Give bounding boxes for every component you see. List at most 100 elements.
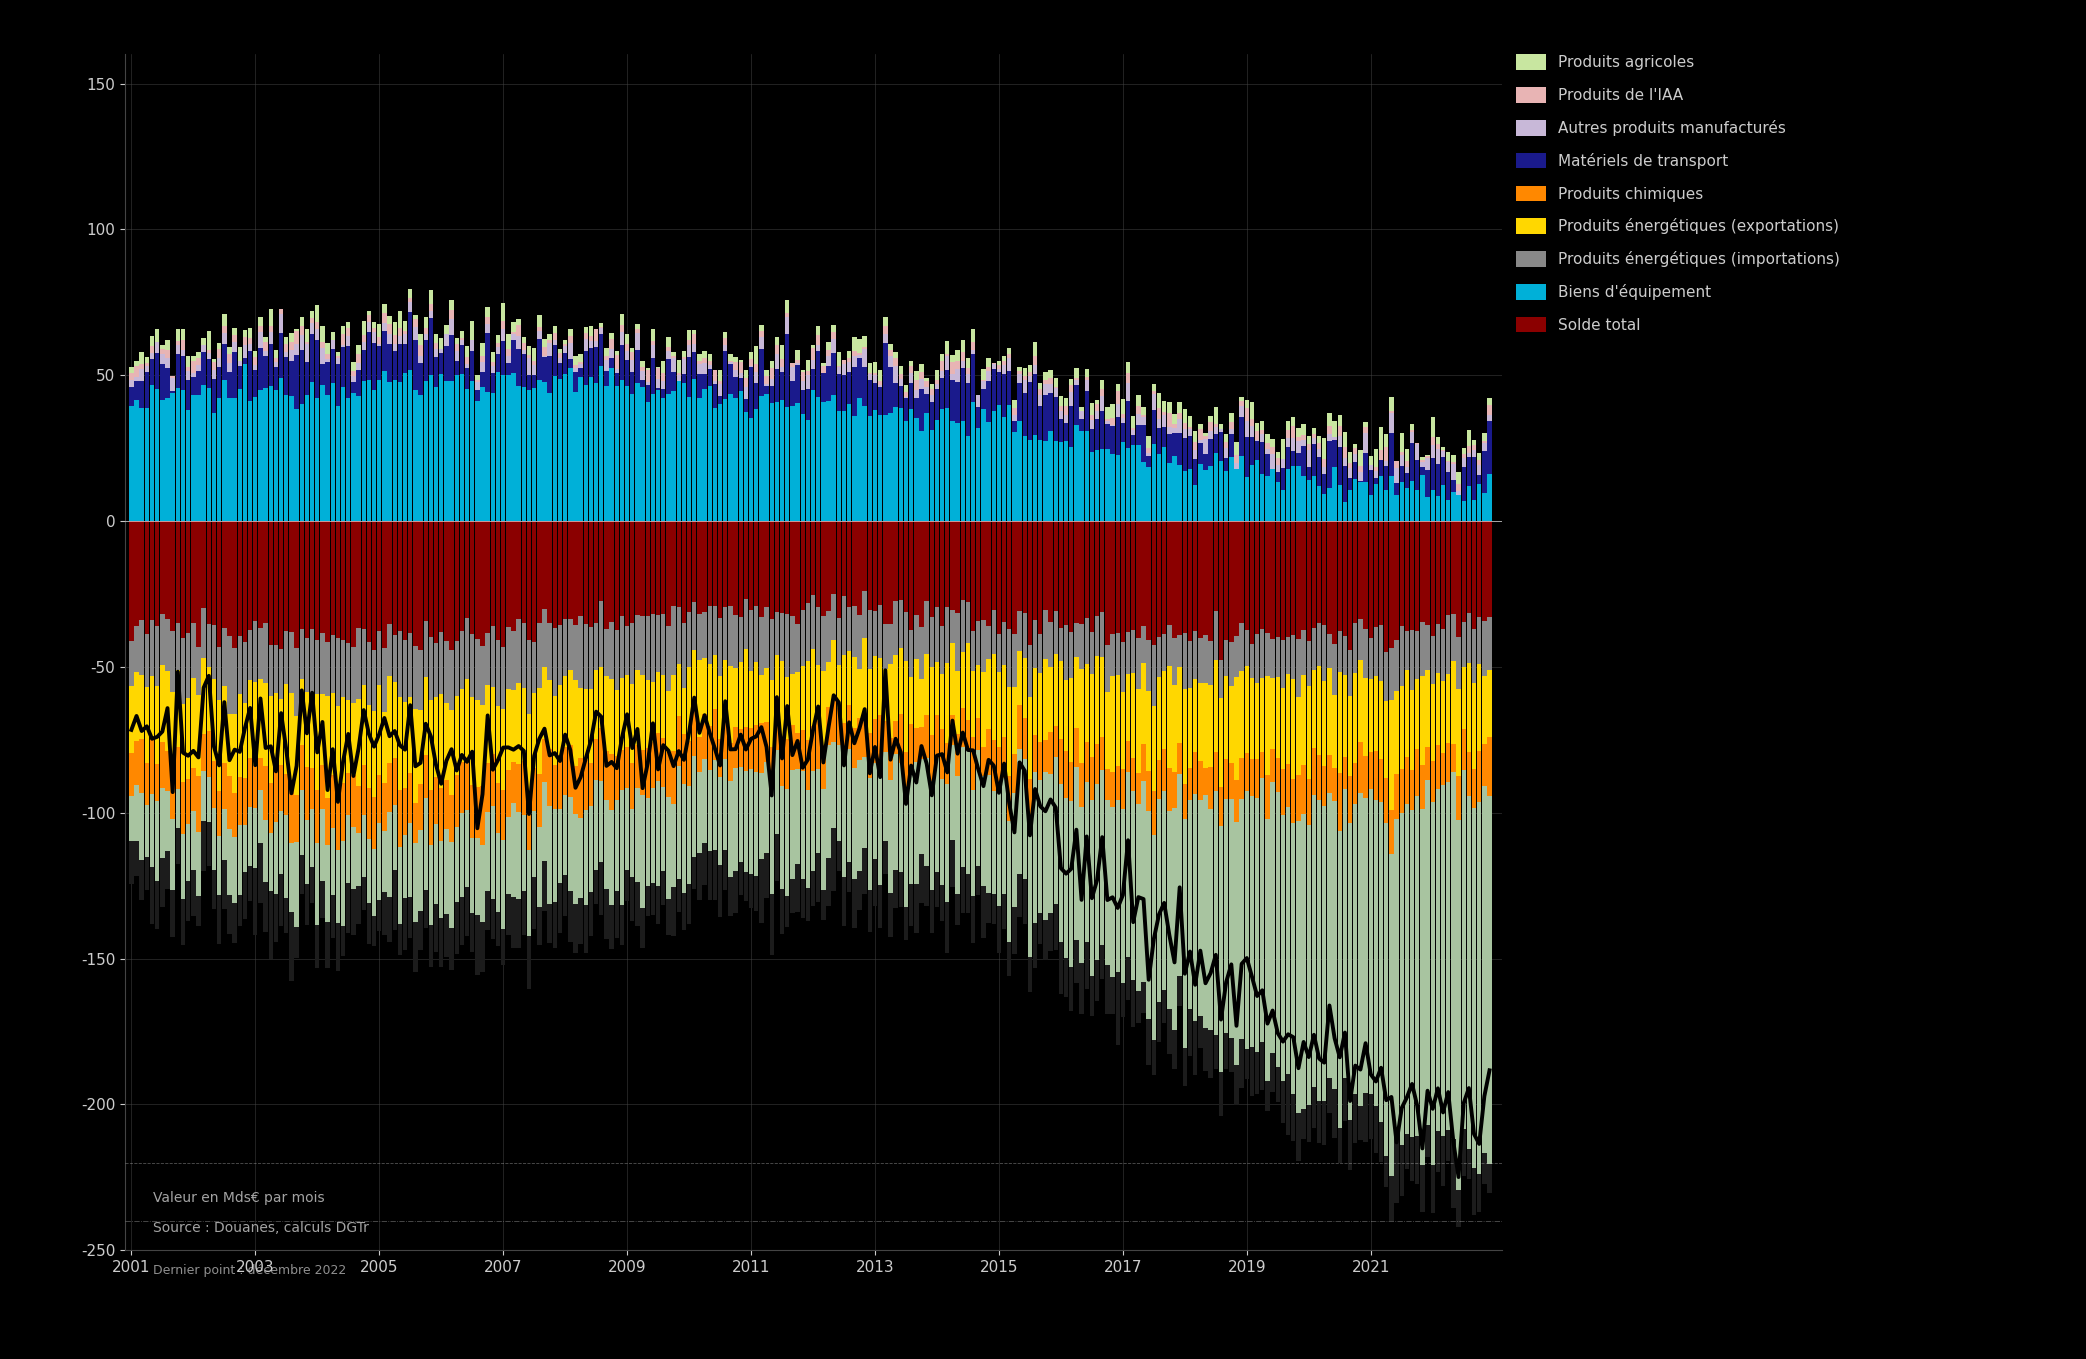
Bar [213, 379, 217, 413]
Bar [843, 364, 847, 375]
Bar [252, 364, 257, 370]
Bar [242, 643, 246, 704]
Bar [242, 777, 246, 825]
Bar [836, 617, 841, 665]
Bar [749, 352, 753, 359]
Bar [300, 336, 305, 351]
Bar [1425, 746, 1429, 780]
Bar [640, 675, 645, 750]
Bar [1204, 454, 1208, 470]
Bar [273, 361, 277, 367]
Bar [857, 353, 862, 355]
Bar [924, 378, 928, 381]
Bar [955, 349, 960, 360]
Bar [1085, 618, 1089, 663]
Bar [144, 805, 148, 856]
Bar [186, 367, 190, 371]
Bar [991, 610, 995, 654]
Bar [1379, 681, 1383, 760]
Bar [1239, 799, 1243, 1040]
Bar [1043, 659, 1047, 739]
Bar [1018, 421, 1022, 520]
Bar [325, 696, 330, 799]
Bar [951, 421, 955, 520]
Bar [1389, 520, 1393, 648]
Bar [1078, 412, 1085, 419]
Bar [1270, 439, 1275, 447]
Bar [893, 352, 897, 357]
Bar [1033, 667, 1037, 735]
Bar [1404, 473, 1410, 488]
Bar [1064, 625, 1068, 680]
Bar [1078, 807, 1085, 964]
Bar [651, 329, 655, 341]
Bar [1158, 428, 1162, 454]
Bar [1204, 1029, 1208, 1071]
Bar [490, 361, 494, 366]
Bar [171, 775, 175, 819]
Bar [455, 696, 459, 775]
Bar [987, 359, 991, 367]
Bar [1085, 368, 1089, 376]
Bar [1452, 480, 1456, 492]
Bar [403, 332, 407, 334]
Bar [889, 367, 893, 413]
Bar [409, 633, 413, 697]
Bar [832, 325, 836, 333]
Bar [444, 915, 448, 957]
Bar [1177, 434, 1183, 465]
Bar [469, 913, 474, 951]
Bar [1383, 489, 1389, 520]
Bar [889, 351, 893, 356]
Bar [941, 360, 945, 371]
Bar [1022, 379, 1026, 393]
Bar [640, 795, 645, 908]
Bar [553, 340, 557, 345]
Bar [909, 885, 914, 925]
Bar [636, 333, 640, 351]
Bar [1239, 671, 1243, 758]
Bar [1431, 438, 1435, 444]
Bar [340, 927, 346, 957]
Bar [1348, 463, 1352, 467]
Bar [1295, 821, 1302, 1113]
Bar [486, 764, 490, 813]
Bar [693, 330, 697, 334]
Bar [1068, 520, 1074, 632]
Bar [795, 864, 799, 912]
Bar [398, 329, 403, 336]
Bar [1049, 378, 1053, 383]
Bar [371, 344, 375, 390]
Bar [672, 356, 676, 357]
Bar [1049, 431, 1053, 520]
Bar [784, 788, 789, 897]
Bar [419, 334, 423, 345]
Bar [528, 715, 532, 799]
Bar [1095, 784, 1099, 961]
Bar [567, 359, 572, 367]
Bar [557, 809, 561, 883]
Bar [1256, 1052, 1260, 1094]
Bar [1162, 412, 1166, 414]
Bar [1389, 648, 1393, 700]
Bar [872, 719, 878, 764]
Bar [805, 662, 809, 739]
Bar [490, 393, 494, 520]
Bar [1323, 766, 1327, 806]
Bar [1425, 670, 1429, 746]
Bar [966, 749, 970, 874]
Bar [357, 833, 361, 886]
Bar [791, 520, 795, 616]
Bar [480, 356, 484, 361]
Bar [434, 342, 438, 349]
Bar [486, 813, 490, 890]
Bar [872, 363, 878, 372]
Bar [734, 768, 738, 871]
Bar [1295, 697, 1302, 775]
Bar [728, 355, 732, 361]
Bar [501, 375, 505, 520]
Bar [920, 853, 924, 902]
Bar [315, 322, 319, 329]
Bar [676, 665, 680, 716]
Bar [434, 776, 438, 825]
